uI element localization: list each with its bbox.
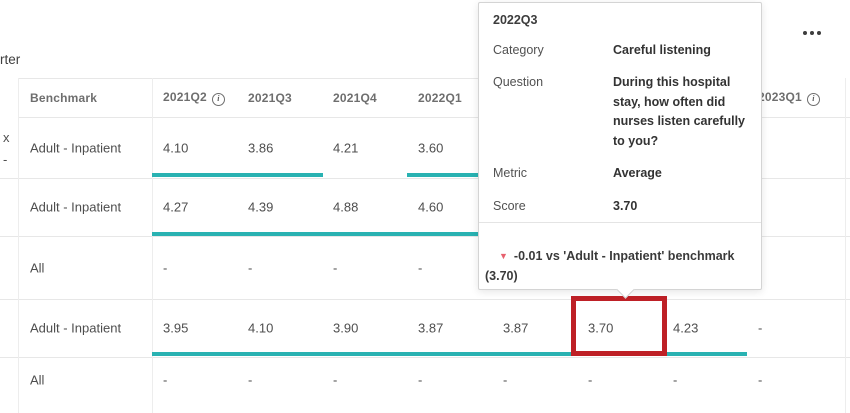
tooltip-field-question: Question During this hospital stay, how … — [493, 73, 747, 151]
score-cell[interactable]: 4.10 — [248, 320, 274, 336]
column-header-benchmark: Benchmark — [30, 90, 98, 105]
score-cell[interactable]: - — [418, 260, 423, 275]
benchmark-cell: Adult - Inpatient — [30, 199, 122, 215]
column-header-label: 2021Q2 — [163, 89, 207, 104]
score-cell[interactable]: 4.23 — [673, 320, 699, 336]
score-cell[interactable]: 3.60 — [418, 140, 444, 155]
score-cell[interactable]: - — [248, 260, 253, 275]
benchmark-indicator-bar — [407, 173, 479, 177]
table-header-row: Benchmark 2021Q2 2021Q3 2021Q4 2022Q1 20… — [0, 78, 850, 117]
score-cell[interactable]: 4.60 — [418, 199, 444, 215]
score-cell[interactable]: 4.39 — [248, 199, 274, 215]
score-cell[interactable]: 4.21 — [333, 140, 359, 155]
score-cell[interactable]: 3.86 — [248, 140, 274, 155]
tooltip-field-label: Metric — [493, 165, 528, 180]
column-header-2021q3: 2021Q3 — [248, 90, 292, 105]
score-cell[interactable]: - — [588, 372, 593, 388]
score-cell[interactable]: - — [333, 260, 338, 275]
tooltip-field-value: During this hospital stay, how often did… — [613, 75, 746, 148]
benchmark-cell: Adult - Inpatient — [30, 320, 122, 336]
score-cell[interactable]: 3.95 — [163, 320, 189, 336]
tooltip-field-value: Careful listening — [613, 43, 711, 57]
score-cell[interactable]: 3.90 — [333, 320, 359, 336]
tooltip-field-category: Category Careful listening — [493, 41, 747, 60]
header-bottom-border — [18, 117, 850, 118]
highlighted-cell-outline — [571, 296, 667, 356]
score-cell[interactable]: 4.88 — [333, 199, 359, 215]
table-row: x - Adult - Inpatient 4.10 3.86 4.21 3.6… — [0, 117, 850, 178]
row-divider — [0, 299, 850, 300]
benchmark-indicator-bar — [152, 232, 480, 236]
column-header-label: 2023Q1 — [758, 89, 802, 104]
more-options-icon[interactable] — [803, 31, 821, 35]
tooltip-field-label: Question — [493, 75, 544, 90]
info-icon[interactable] — [806, 92, 820, 106]
column-divider — [18, 78, 19, 413]
score-cell[interactable]: - — [758, 320, 763, 336]
benchmark-cell: All — [30, 372, 45, 388]
tooltip-title: 2022Q3 — [493, 13, 538, 27]
score-cell[interactable]: - — [758, 372, 763, 388]
score-cell[interactable]: - — [673, 372, 678, 388]
score-cell[interactable]: - — [333, 372, 338, 388]
down-triangle-icon — [499, 251, 508, 261]
table-top-border — [18, 78, 478, 79]
row-divider — [0, 178, 850, 179]
score-cell[interactable]: - — [418, 372, 423, 388]
metric-label-fragment: x - — [3, 130, 10, 167]
score-cell-highlighted[interactable]: 3.70 — [588, 320, 614, 336]
score-cell[interactable]: 4.10 — [163, 140, 189, 155]
column-header-2021q2: 2021Q2 — [163, 90, 225, 106]
benchmark-cell: All — [30, 260, 45, 275]
score-cell[interactable]: - — [163, 260, 168, 275]
row-divider — [0, 236, 850, 237]
tooltip-field-value: 3.70 — [613, 199, 638, 214]
benchmark-cell: Adult - Inpatient — [30, 140, 122, 155]
score-cell[interactable]: 4.27 — [163, 199, 189, 215]
score-cell[interactable]: - — [503, 372, 508, 388]
tooltip-field-score: Score 3.70 — [493, 197, 747, 216]
info-icon[interactable] — [211, 92, 225, 106]
column-header-2021q4: 2021Q4 — [333, 90, 377, 105]
score-cell[interactable]: - — [248, 372, 253, 388]
table-row: Adult - Inpatient 4.27 4.39 4.88 4.60 — [0, 178, 850, 236]
benchmark-note-text: -0.01 vs 'Adult - Inpatient' benchmark (… — [485, 249, 735, 283]
column-header-2022q1: 2022Q1 — [418, 90, 462, 105]
table-row: Adult - Inpatient 3.95 4.10 3.90 3.87 3.… — [0, 299, 850, 357]
benchmark-indicator-bar — [152, 352, 747, 356]
column-header-2023q1: 2023Q1 — [758, 90, 820, 106]
score-cell[interactable]: 3.87 — [503, 320, 529, 336]
benchmark-indicator-bar — [152, 173, 323, 177]
table-row: All - - - - — [0, 236, 850, 299]
cell-tooltip: 2022Q3 Category Careful listening Questi… — [478, 2, 762, 299]
tooltip-field-metric: Metric Average — [493, 164, 747, 183]
tooltip-field-label: Category — [493, 43, 544, 57]
table-row: All - - - - - - - - — [0, 357, 850, 403]
tooltip-divider — [479, 222, 761, 223]
widget-title-fragment: rter — [0, 52, 21, 67]
column-divider — [845, 78, 846, 413]
score-cell[interactable]: 3.87 — [418, 320, 444, 336]
score-cell[interactable]: - — [163, 372, 168, 388]
tooltip-benchmark-note: -0.01 vs 'Adult - Inpatient' benchmark (… — [485, 246, 751, 286]
tooltip-field-label: Score — [493, 199, 526, 214]
column-divider — [152, 78, 153, 413]
tooltip-field-value: Average — [613, 165, 662, 180]
row-divider — [0, 357, 850, 358]
